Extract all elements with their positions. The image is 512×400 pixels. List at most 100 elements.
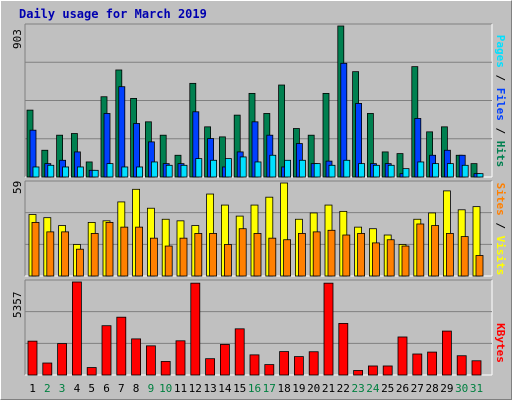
kbytes-bar <box>456 355 467 376</box>
x-tick-label: 27 <box>411 382 424 395</box>
x-tick-label: 3 <box>59 382 66 395</box>
pages-bar <box>461 164 469 178</box>
pages-bar <box>284 159 292 178</box>
x-tick-label: 17 <box>263 382 276 395</box>
x-tick-label: 2 <box>44 382 51 395</box>
kbytes-bar <box>145 345 156 376</box>
sites-bar <box>475 255 484 277</box>
sites-bar <box>179 237 188 277</box>
top-legend-part: Hits <box>494 141 507 168</box>
x-tick-label: 18 <box>277 382 290 395</box>
kbytes-bar <box>293 356 304 376</box>
kbytes-bar <box>27 340 38 376</box>
mid-legend-part: Visits <box>494 236 507 276</box>
kbytes-bar <box>57 343 67 376</box>
kbytes-bar <box>219 344 230 376</box>
pages-bar <box>343 159 351 178</box>
mid-legend: Sites / Visits <box>494 183 507 276</box>
chart-title: Daily usage for March 2019 <box>19 7 207 21</box>
kbytes-bar <box>42 362 53 376</box>
pages-bar <box>372 164 380 178</box>
pages-bar <box>417 161 425 178</box>
sites-bar <box>105 222 114 277</box>
x-tick-label: 7 <box>118 382 125 395</box>
top-legend: Pages / Files / Hits <box>494 35 507 168</box>
pages-bar <box>313 163 321 178</box>
x-tick-label: 25 <box>381 382 394 395</box>
pages-bar <box>446 163 454 178</box>
x-tick-label: 20 <box>307 382 320 395</box>
sites-bar <box>149 237 158 277</box>
pages-bar <box>77 166 84 178</box>
x-tick-label: 11 <box>174 382 187 395</box>
bot-legend-part: KBytes <box>494 323 507 363</box>
pages-bar <box>358 163 366 178</box>
sites-bar <box>46 231 55 277</box>
hits-bar <box>278 84 286 178</box>
x-tick-label: 13 <box>203 382 216 395</box>
sites-bar <box>401 245 410 277</box>
kbytes-bar <box>397 336 408 376</box>
sites-bar <box>253 233 262 277</box>
sites-bar <box>297 233 306 277</box>
pages-bar <box>476 173 484 178</box>
sites-bar <box>164 245 173 277</box>
pages-bar <box>254 161 262 178</box>
pages-bar <box>210 159 218 178</box>
pages-bar <box>239 156 247 178</box>
x-tick-label: 6 <box>103 382 110 395</box>
sites-bar <box>431 225 440 277</box>
pages-bar <box>180 164 188 178</box>
pages-bar <box>121 166 129 178</box>
top-ymax-label: 903 <box>11 29 24 49</box>
x-tick-label: 19 <box>292 382 305 395</box>
kbytes-bar <box>86 367 97 376</box>
top-legend-part: Pages <box>494 35 507 68</box>
x-tick-label: 8 <box>133 382 140 395</box>
bot-legend: KBytes <box>494 323 507 363</box>
sites-bar <box>460 236 469 277</box>
x-tick-label: 31 <box>470 382 483 395</box>
pages-bar <box>32 166 40 178</box>
x-tick-label: 5 <box>88 382 95 395</box>
x-tick-label: 26 <box>396 382 409 395</box>
mid-ymax-label: 59 <box>11 180 24 194</box>
bot-ymax-label: 5357 <box>11 291 24 319</box>
x-tick-label: 28 <box>425 382 438 395</box>
sites-bar <box>120 226 129 277</box>
sites-bar <box>268 237 277 277</box>
x-tick-label: 4 <box>74 382 81 395</box>
kbytes-bar <box>338 323 349 376</box>
kbytes-bar <box>190 282 201 376</box>
kbytes-bar <box>205 358 216 376</box>
sites-bar <box>194 233 203 277</box>
x-tick-label: 10 <box>159 382 172 395</box>
top-legend-part: / <box>494 121 507 141</box>
sites-bar <box>312 231 321 277</box>
x-tick-label: 14 <box>218 382 232 395</box>
kbytes-bar <box>427 351 438 376</box>
pages-bar <box>150 161 158 178</box>
kbytes-bar <box>264 364 275 376</box>
pages-bar <box>269 154 277 178</box>
kbytes-bar <box>175 340 186 376</box>
x-tick-label: 30 <box>455 382 468 395</box>
sites-bar <box>223 244 232 277</box>
x-tick-label: 22 <box>337 382 350 395</box>
sites-bar <box>342 234 351 277</box>
files-bar <box>118 86 126 178</box>
x-tick-label: 1 <box>29 382 36 395</box>
x-tick-label: 24 <box>366 382 380 395</box>
kbytes-bar <box>382 365 393 376</box>
kbytes-bar <box>353 370 364 376</box>
x-tick-label: 9 <box>148 382 155 395</box>
sites-bar <box>416 223 425 277</box>
kbytes-bar <box>471 360 482 376</box>
sites-bar <box>31 222 40 277</box>
sites-bar <box>327 229 336 277</box>
sites-bar <box>371 242 380 277</box>
kbytes-bar <box>234 328 245 376</box>
sites-bar <box>209 233 218 277</box>
pages-bar <box>91 169 99 178</box>
sites-bar <box>76 248 84 277</box>
